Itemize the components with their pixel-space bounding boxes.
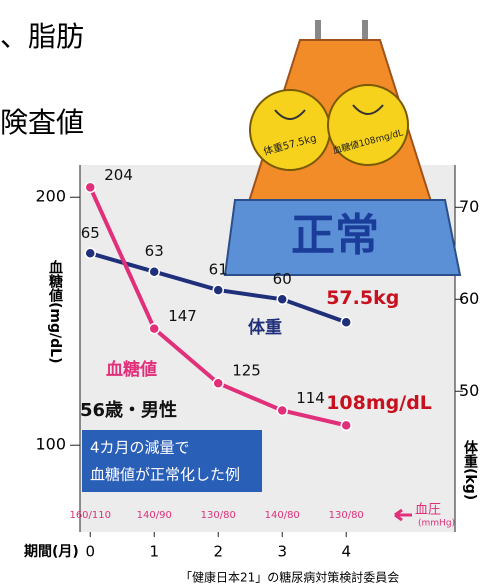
- y-axis-label: 血糖値(mg/dL): [47, 259, 64, 363]
- value-label: 125: [232, 362, 261, 380]
- y-tick-label: 100: [35, 435, 66, 454]
- bp-label: 130/80: [201, 510, 236, 521]
- point: [276, 404, 288, 417]
- x-tick-label: 0: [85, 543, 95, 561]
- point: [212, 377, 224, 389]
- illustration: 正常 体重57.5kg 血糖値108mg/dL: [223, 20, 462, 276]
- y2-tick-label: 50: [459, 381, 479, 400]
- point: [84, 181, 96, 194]
- bp-title: 血圧: [415, 503, 441, 518]
- value-label: 65: [81, 224, 100, 242]
- annotation: 4カ月の減量で: [90, 439, 190, 457]
- y2-tick-label: 70: [459, 197, 479, 216]
- y2-tick-label: 60: [459, 289, 479, 308]
- point: [276, 293, 288, 306]
- illustration-title: 正常: [291, 210, 379, 261]
- legend-label: 体重: [248, 317, 282, 338]
- point: [148, 322, 160, 335]
- x-tick-label: 4: [341, 543, 351, 561]
- heading: 険査値: [0, 106, 84, 139]
- heading: 、脂肪: [0, 20, 84, 53]
- source: 「健康日本21」の糖尿病対策検討委員会: [180, 570, 399, 585]
- point: [148, 265, 160, 278]
- annotation: 血糖値が正常化した例: [90, 466, 240, 484]
- x-tick-label: 1: [149, 543, 159, 561]
- x-tick-label: 3: [277, 543, 287, 561]
- value-label: 63: [145, 242, 164, 260]
- legend-label: 血糖値: [106, 359, 157, 380]
- value-label: 60: [273, 270, 292, 288]
- bp-label: 140/80: [265, 510, 300, 521]
- annotation: 56歳・男性: [80, 399, 177, 421]
- x-tick-label: 2: [213, 543, 223, 561]
- point: [340, 419, 352, 432]
- value-label: 147: [168, 307, 197, 325]
- annotation-box: [82, 430, 262, 492]
- point: [340, 316, 352, 329]
- bp-label: 160/110: [69, 510, 111, 521]
- point: [212, 284, 224, 296]
- value-label: 61: [209, 261, 228, 279]
- bp-unit: (mmHg): [418, 519, 455, 529]
- bp-label: 140/90: [137, 510, 172, 521]
- y-tick-label: 200: [35, 187, 66, 206]
- value-label: 108mg/dL: [326, 392, 432, 414]
- value-label: 204: [104, 166, 133, 184]
- point: [84, 247, 96, 260]
- value-label: 57.5kg: [326, 287, 399, 309]
- bp-arrow: [394, 508, 412, 522]
- x-axis-label: 期間(月): [24, 544, 79, 560]
- y2-axis-label: 体重(kg): [462, 439, 478, 500]
- bp-label: 130/80: [329, 510, 364, 521]
- value-label: 114: [296, 389, 325, 407]
